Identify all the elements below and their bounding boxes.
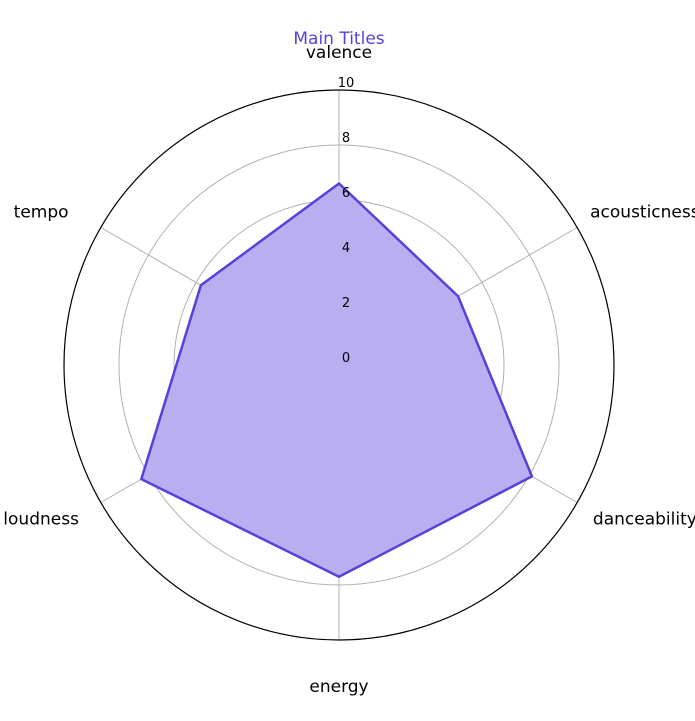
- outer-frame: [63, 89, 615, 641]
- axis-label-loudness: loudness: [3, 510, 79, 530]
- tick-label-10: 10: [338, 76, 355, 91]
- tick-label-8: 8: [342, 131, 350, 146]
- series-fill-0: [141, 183, 532, 577]
- axis-label-energy: energy: [309, 677, 368, 697]
- tick-label-0: 0: [342, 351, 350, 366]
- axis-labels: valence acousticness danceability energy lou…: [3, 43, 695, 697]
- tick-label-4: 4: [342, 241, 350, 256]
- axis-label-danceability: danceability: [593, 510, 695, 530]
- chart-title: Main Titles: [293, 29, 384, 49]
- tick-label-6: 6: [342, 186, 350, 201]
- axis-label-valence: valence: [306, 43, 372, 63]
- axis-label-tempo: tempo: [14, 203, 69, 223]
- series-layer: [140, 182, 534, 578]
- tick-label-2: 2: [342, 296, 350, 311]
- radial-tick-labels: 0 2 4 6 8 10: [338, 76, 355, 366]
- axis-label-acousticness: acousticness: [590, 203, 695, 223]
